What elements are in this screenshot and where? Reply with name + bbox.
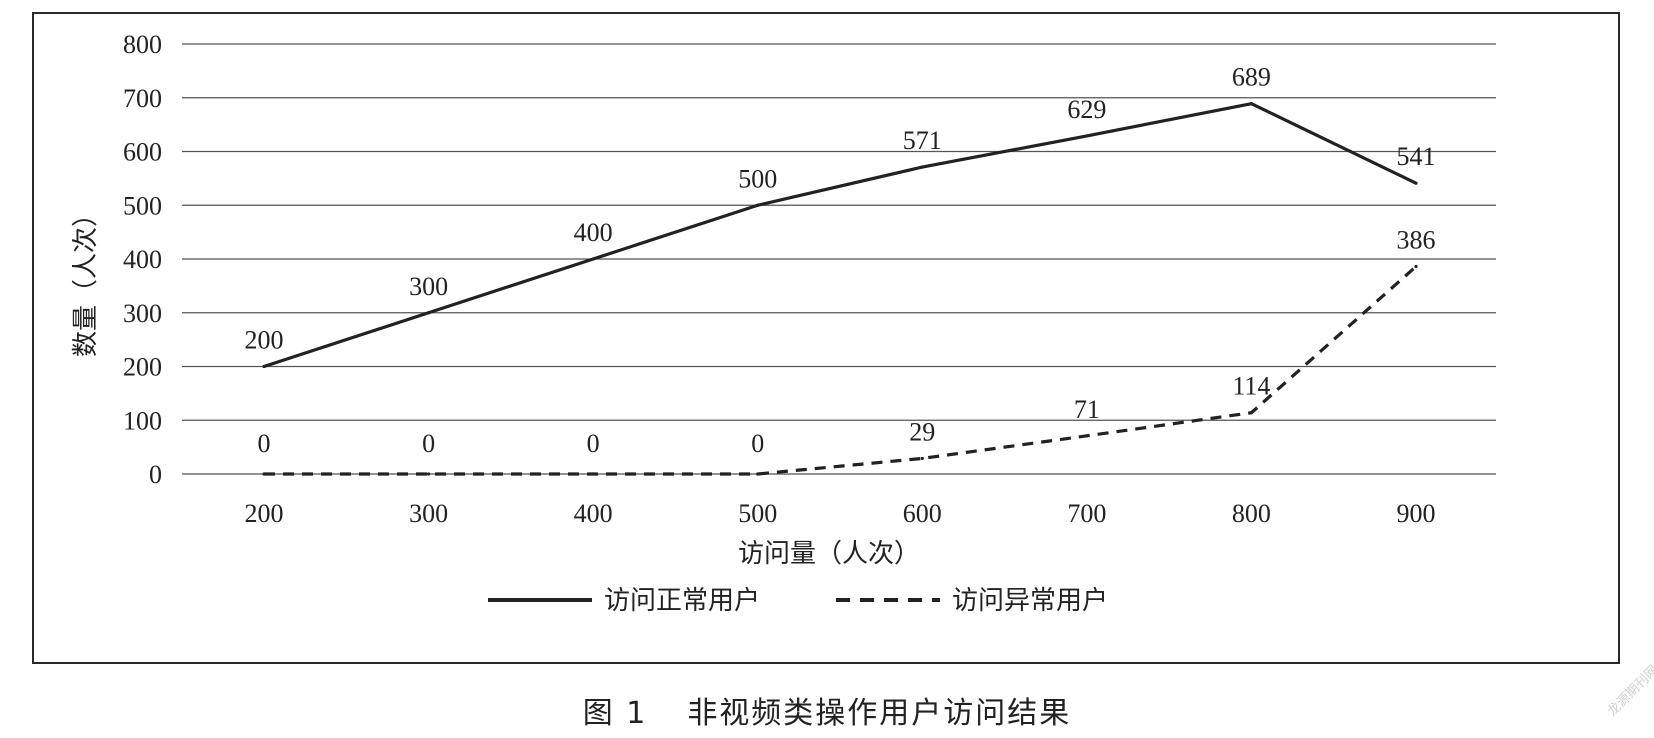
series-line-1 — [263, 101, 1417, 369]
data-point — [1249, 411, 1254, 415]
data-point — [756, 203, 760, 207]
data-label: 0 — [258, 429, 271, 458]
figure-caption: 图 1 非视频类操作用户访问结果 — [0, 688, 1654, 732]
caption-number: 图 1 — [582, 696, 648, 731]
data-point — [1414, 181, 1418, 185]
x-tick-label: 800 — [1232, 499, 1271, 528]
caption-title: 非视频类操作用户访问结果 — [687, 696, 1072, 731]
x-tick-label: 900 — [1397, 499, 1436, 528]
data-point — [426, 472, 431, 476]
data-label: 400 — [574, 218, 613, 247]
data-label: 71 — [1074, 395, 1100, 424]
x-tick-label: 700 — [1067, 499, 1106, 528]
data-point — [756, 472, 760, 476]
y-tick-label: 0 — [149, 460, 162, 489]
data-point — [1085, 134, 1089, 138]
series-line-2 — [264, 265, 1418, 476]
data-label: 29 — [909, 417, 935, 446]
data-label: 629 — [1067, 95, 1106, 124]
y-tick-label: 600 — [123, 138, 162, 167]
data-point — [262, 472, 266, 476]
data-label: 386 — [1397, 226, 1436, 255]
y-tick-label: 400 — [123, 245, 162, 274]
data-label: 500 — [738, 164, 777, 193]
x-tick-label: 200 — [245, 499, 284, 528]
y-axis-label: 数量（人次） — [71, 201, 101, 357]
y-tick-label: 800 — [123, 30, 162, 59]
data-label: 0 — [422, 429, 435, 458]
legend-label-1: 访问正常用户 — [604, 586, 760, 616]
data-label: 200 — [245, 326, 284, 355]
y-tick-label: 500 — [123, 191, 162, 220]
data-label: 571 — [903, 126, 942, 155]
data-point — [262, 364, 266, 369]
line-chart: 0 100 200 300 400 500 600 700 800 200 300 400 500 600… — [71, 30, 1496, 616]
data-point — [920, 165, 924, 169]
x-tick-label: 300 — [409, 499, 448, 528]
x-tick-label: 500 — [738, 499, 777, 528]
data-point — [1414, 264, 1418, 269]
data-point — [426, 311, 431, 315]
y-tick-label: 300 — [123, 299, 162, 328]
y-tick-label: 100 — [123, 406, 162, 435]
data-label: 0 — [587, 429, 600, 458]
data-point — [1249, 102, 1254, 106]
data-label: 114 — [1232, 372, 1270, 401]
data-point — [591, 257, 595, 261]
x-axis-label: 访问量（人次） — [738, 539, 920, 569]
data-label: 300 — [409, 272, 448, 301]
data-point — [591, 472, 595, 476]
data-label: 0 — [751, 429, 764, 458]
data-label: 541 — [1397, 142, 1436, 171]
y-tick-label: 200 — [123, 353, 162, 382]
data-point — [1085, 434, 1089, 438]
y-tick-label: 700 — [123, 84, 162, 113]
data-point — [920, 456, 924, 461]
data-label: 689 — [1232, 63, 1271, 92]
chart-frame: 0 100 200 300 400 500 600 700 800 200 300 400 500 600… — [32, 12, 1620, 664]
x-tick-label: 600 — [903, 499, 942, 528]
x-tick-label: 400 — [574, 499, 613, 528]
legend-label-2: 访问异常用户 — [952, 586, 1108, 616]
